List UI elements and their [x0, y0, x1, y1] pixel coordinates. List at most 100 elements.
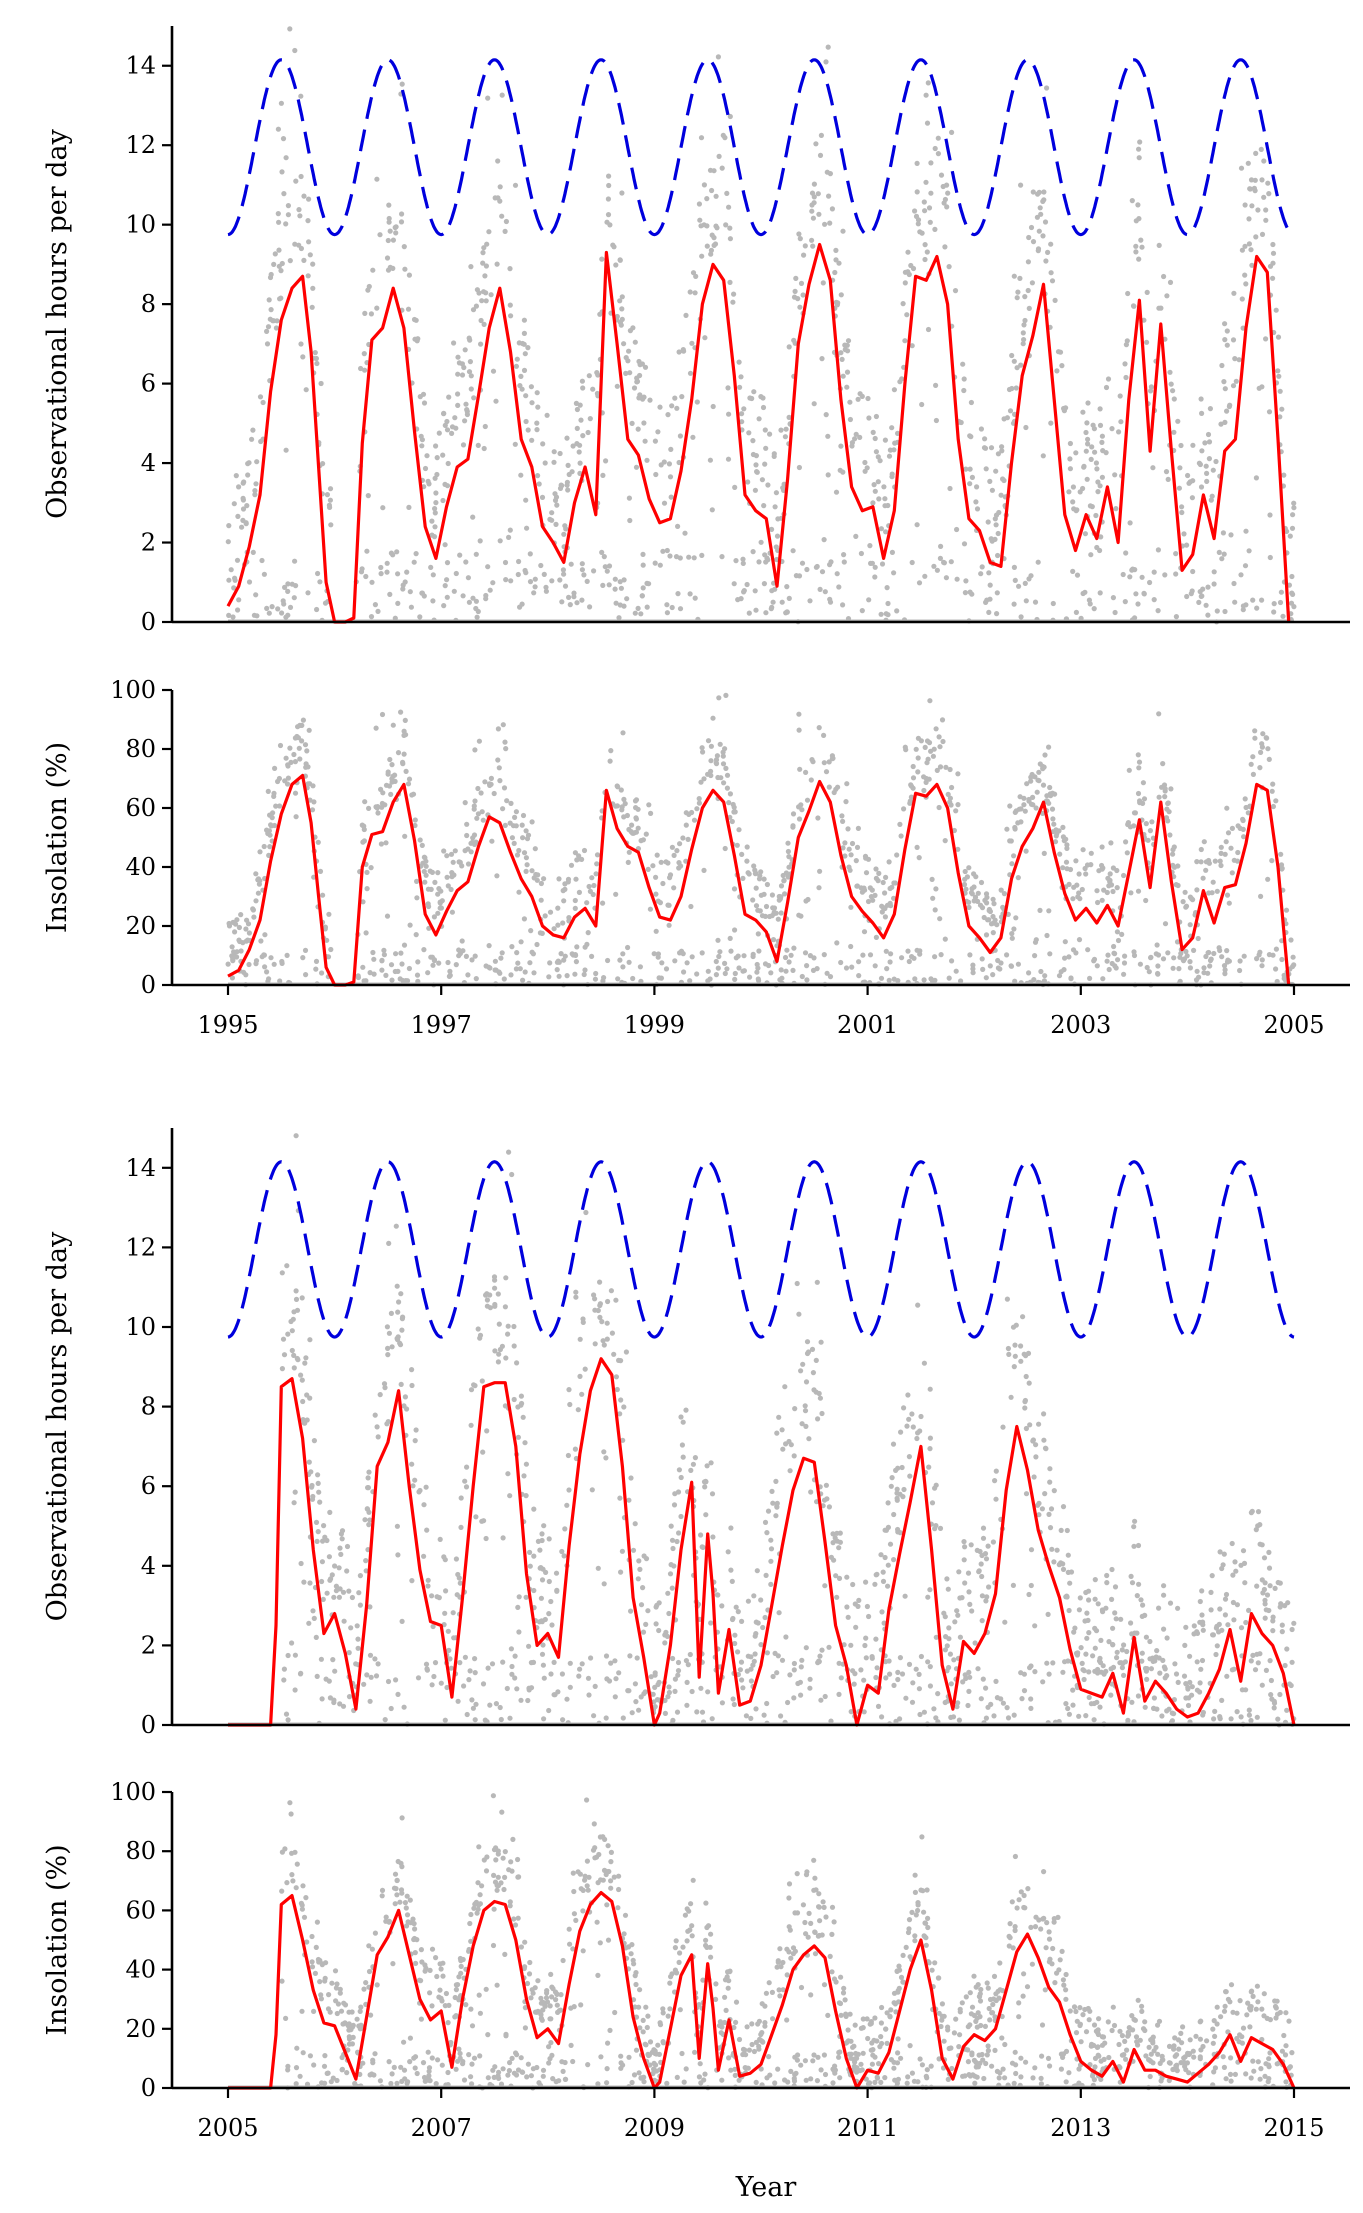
daily-point: [503, 1355, 509, 1361]
daily-point: [936, 804, 942, 811]
daily-point: [681, 348, 687, 354]
daily-point: [909, 559, 915, 566]
daily-point: [630, 1547, 637, 1553]
daily-point: [694, 806, 700, 812]
x-tick-label: 1997: [411, 1011, 472, 1039]
daily-point: [506, 534, 512, 541]
daily-point: [958, 978, 964, 984]
daily-point: [483, 1292, 489, 1298]
daily-point: [1023, 1373, 1029, 1380]
daily-point: [398, 219, 405, 225]
daily-point: [702, 335, 708, 341]
daily-point: [1202, 440, 1208, 446]
daily-point: [1170, 965, 1176, 971]
daily-point: [501, 785, 508, 791]
daily-point: [847, 399, 853, 405]
daily-point: [275, 126, 281, 132]
daily-point: [495, 726, 501, 732]
daily-point: [1190, 442, 1196, 448]
daily-point: [1080, 409, 1086, 415]
daily-point: [245, 937, 251, 943]
daily-point: [309, 807, 316, 813]
daily-point: [620, 964, 626, 970]
daily-point: [899, 1671, 906, 1677]
daily-point: [474, 815, 480, 821]
daily-point: [295, 735, 301, 741]
daily-point: [490, 580, 496, 586]
daily-point: [978, 426, 985, 432]
daily-point: [762, 2023, 768, 2029]
daily-point: [906, 1454, 913, 1460]
daily-point: [914, 160, 920, 166]
daily-point: [636, 1558, 642, 1564]
daily-point: [1021, 1688, 1028, 1694]
daily-point: [1058, 1527, 1064, 1533]
daily-point: [526, 1643, 532, 1649]
daily-point: [399, 81, 405, 87]
daily-point: [640, 562, 646, 568]
daily-point: [697, 217, 703, 223]
daily-point: [824, 970, 830, 976]
daily-point: [1083, 448, 1089, 454]
daily-point: [363, 930, 369, 936]
daily-point: [1117, 393, 1123, 399]
daily-point: [918, 1653, 925, 1660]
daily-point: [490, 1793, 496, 1799]
daily-point: [450, 859, 456, 865]
daily-point: [1095, 899, 1101, 906]
daily-point: [530, 1990, 536, 1996]
daily-point: [580, 385, 586, 391]
daily-point: [229, 975, 235, 981]
daily-point: [509, 944, 515, 950]
daily-point: [367, 1698, 373, 1704]
daily-point: [339, 1536, 345, 1542]
daily-point: [671, 1563, 677, 1569]
daily-point: [470, 514, 476, 520]
daily-point: [518, 939, 524, 945]
daily-point: [444, 560, 451, 566]
daily-point: [481, 289, 487, 295]
daily-point: [1246, 1712, 1252, 1718]
daily-point: [895, 430, 901, 436]
daily-point: [684, 1702, 690, 1708]
daily-point: [1164, 293, 1170, 299]
daily-point: [946, 1636, 952, 1642]
daily-point: [458, 1495, 464, 1501]
daily-point: [519, 822, 525, 828]
daily-point: [285, 212, 291, 218]
daily-point: [1197, 1680, 1203, 1686]
daily-point: [1283, 2079, 1289, 2085]
daily-point: [954, 1704, 960, 1710]
daily-point: [882, 496, 888, 502]
daily-point: [895, 1676, 901, 1683]
daily-point: [453, 962, 459, 968]
daily-point: [888, 951, 894, 957]
daily-point: [616, 1886, 622, 1893]
daily-point: [1225, 957, 1231, 963]
daily-point: [1022, 317, 1028, 324]
daily-point: [744, 581, 750, 588]
daily-point: [1106, 1639, 1112, 1645]
daily-point: [1201, 965, 1207, 971]
daily-point: [1126, 2032, 1132, 2038]
daily-point: [925, 80, 931, 86]
daily-point: [853, 533, 859, 540]
daily-point: [463, 559, 469, 565]
daily-point: [469, 2061, 475, 2067]
daily-point: [564, 973, 570, 979]
daily-point: [400, 1314, 406, 1320]
daily-point: [734, 842, 740, 848]
daily-point: [573, 959, 580, 965]
daily-point: [382, 1717, 388, 1723]
daily-point: [827, 974, 834, 980]
daily-point: [1238, 165, 1245, 171]
daily-point: [1183, 1624, 1189, 1630]
daily-point: [735, 1609, 741, 1615]
daily-point: [1267, 1658, 1273, 1664]
daily-point: [1242, 243, 1248, 249]
daily-point: [1252, 188, 1258, 194]
daily-point: [1232, 599, 1238, 605]
daily-point: [1246, 1607, 1252, 1613]
daily-point: [1057, 851, 1063, 857]
daily-point: [1012, 824, 1018, 831]
